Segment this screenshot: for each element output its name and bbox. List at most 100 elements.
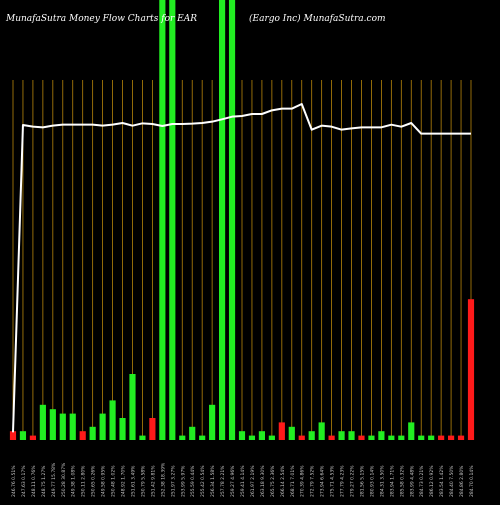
volume-bar xyxy=(59,413,66,440)
x-tick-label: 252.38 18.39% xyxy=(160,462,166,497)
x-tick-label: 284.73 0.21% xyxy=(419,465,425,497)
x-tick-label: 284.86 2.80% xyxy=(459,465,465,497)
gridlines xyxy=(12,80,472,440)
x-tick-label: 261.97 2.19% xyxy=(250,465,256,497)
volume-bar xyxy=(89,426,96,440)
x-tick-label: 249.77 15.78% xyxy=(51,462,57,497)
volume-bar xyxy=(288,426,295,440)
x-tick-label: 249.58 0.95% xyxy=(101,465,107,497)
x-tick-label: 283.99 4.48% xyxy=(409,465,415,497)
volume-bar xyxy=(149,418,156,440)
volume-bar xyxy=(238,431,246,440)
volume-bar xyxy=(258,431,265,440)
volume-bar xyxy=(179,435,186,440)
volume-bar xyxy=(298,435,305,440)
x-tick-labels: 246.76 0.51% 247.63 0.17% 248.11 0.76% 248.… xyxy=(11,462,475,497)
volume-bars xyxy=(9,0,475,440)
x-tick-label: 250.11 2.80% xyxy=(81,465,87,497)
x-tick-label: 250.28 30.87% xyxy=(61,462,67,497)
volume-bar xyxy=(9,431,17,440)
volume-bar xyxy=(457,435,465,440)
volume-bar xyxy=(99,413,106,440)
x-tick-label: 249.38 1.08% xyxy=(71,465,77,497)
x-tick-label: 270.39 4.86% xyxy=(300,465,306,497)
volume-bar xyxy=(308,431,315,440)
x-tick-label: 253.99 5.97% xyxy=(180,465,186,497)
x-tick-label: 268.71 7.01% xyxy=(290,465,296,497)
x-tick-label: 251.61 3.49% xyxy=(130,465,136,497)
x-tick-label: 283.54 1.42% xyxy=(439,465,445,497)
x-tick-label: 248.11 0.76% xyxy=(31,465,37,497)
volume-bar xyxy=(278,422,285,440)
x-tick-label: 272.79 7.52% xyxy=(310,465,316,497)
volume-bar xyxy=(338,431,345,440)
volume-bar xyxy=(358,435,365,440)
volume-bar xyxy=(49,409,56,440)
price-line-layer xyxy=(12,103,471,433)
x-tick-label: 263.18 9.30% xyxy=(260,465,266,497)
chart-title-right: (Eargo Inc) MunafaSutra.com xyxy=(249,14,386,24)
x-tick-label: 250.79 5.58% xyxy=(140,465,146,497)
x-tick-label: 284.31 3.50% xyxy=(379,465,385,497)
x-tick-label: 259.41 4.14% xyxy=(240,465,246,497)
volume-bar xyxy=(189,426,196,440)
x-tick-label: 279.27 0.22% xyxy=(350,465,356,497)
x-tick-label: 266.14 2.54% xyxy=(280,465,286,497)
volume-bar xyxy=(418,435,425,440)
volume-bar xyxy=(318,422,325,440)
volume-bar xyxy=(69,413,76,440)
x-tick-label: 265.75 2.36% xyxy=(270,465,276,497)
volume-bar xyxy=(169,0,176,440)
volume-bar xyxy=(209,404,216,440)
x-tick-label: 248.92 1.70% xyxy=(121,465,127,497)
x-tick-label: 251.97 3.27% xyxy=(170,465,176,497)
x-tick-label: 247.63 0.17% xyxy=(21,465,27,497)
x-tick-label: 284.40 7.50% xyxy=(449,465,455,497)
x-tick-label: 250.48 1.02% xyxy=(111,465,117,497)
x-tick-label: 280.93 0.14% xyxy=(369,465,375,497)
volume-bar xyxy=(268,435,275,440)
volume-bar xyxy=(428,435,435,440)
x-tick-label: 251.42 9.81% xyxy=(150,465,156,497)
volume-bar xyxy=(29,435,36,440)
volume-bar xyxy=(467,299,475,440)
volume-bar xyxy=(248,435,256,440)
volume-bar xyxy=(448,435,455,440)
x-tick-label: 275.71 4.53% xyxy=(330,465,336,497)
x-tick-label: 281.56 5.15% xyxy=(359,465,365,497)
volume-bar xyxy=(79,431,86,440)
volume-bar xyxy=(368,435,375,440)
price-line xyxy=(12,103,471,433)
x-tick-label: 250.65 0.26% xyxy=(91,465,97,497)
volume-bar xyxy=(328,435,335,440)
x-tick-label: 277.79 4.23% xyxy=(340,465,346,497)
volume-bar xyxy=(19,431,27,440)
volume-bar xyxy=(398,435,405,440)
x-tick-label: 284.70 0.14% xyxy=(469,465,475,497)
x-tick-label: 259.27 4.96% xyxy=(230,465,236,497)
x-tick-label: 286.12 0.92% xyxy=(429,465,435,497)
x-tick-label: 255.42 0.54% xyxy=(200,465,206,497)
volume-bar xyxy=(199,435,206,440)
volume-bar xyxy=(408,422,415,440)
x-tick-label: 255.59 0.44% xyxy=(190,465,196,497)
volume-bar xyxy=(378,431,385,440)
volume-bar xyxy=(129,374,136,440)
volume-bar xyxy=(388,435,395,440)
x-tick-label: 248.75 1.27% xyxy=(41,465,47,497)
x-tick-label: 273.94 6.64% xyxy=(320,465,326,497)
chart-title: MunafaSutra Money Flow Charts for EAR (E… xyxy=(6,14,494,24)
volume-bar xyxy=(119,418,126,440)
volume-bar xyxy=(438,435,445,440)
x-tick-label: 285.58 0.32% xyxy=(399,465,405,497)
volume-bar xyxy=(39,404,46,440)
x-tick-label: 283.94 1.71% xyxy=(389,465,395,497)
volume-bar xyxy=(159,0,166,440)
chart-title-left: MunafaSutra Money Flow Charts for EAR xyxy=(6,14,197,24)
volume-bar xyxy=(109,400,116,440)
volume-bar xyxy=(348,431,355,440)
volume-bar xyxy=(219,0,226,440)
x-tick-label: 246.76 0.51% xyxy=(11,465,17,497)
x-tick-label: 256.34 1.58% xyxy=(210,465,216,497)
